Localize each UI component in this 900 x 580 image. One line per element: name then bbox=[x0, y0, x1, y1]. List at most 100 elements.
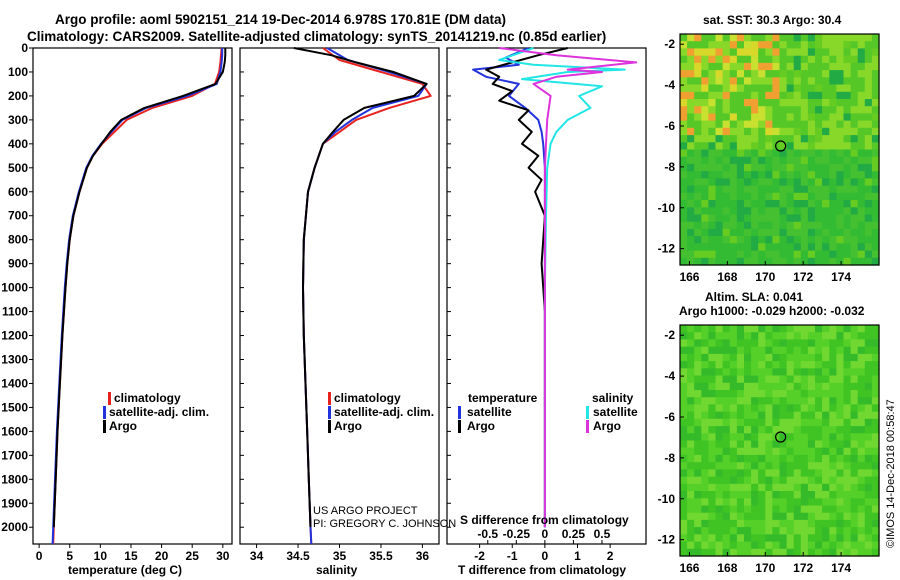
map-cell bbox=[836, 512, 845, 521]
map-cell bbox=[729, 339, 738, 348]
map-cell bbox=[843, 142, 852, 151]
map-cell bbox=[864, 99, 873, 107]
map-cell bbox=[722, 62, 731, 71]
map-cell bbox=[779, 491, 788, 499]
map-cell bbox=[871, 221, 880, 230]
map-cell bbox=[836, 411, 845, 420]
map-cell bbox=[815, 491, 823, 499]
x-tick-label: 25 bbox=[186, 549, 200, 563]
map-cell bbox=[736, 512, 745, 521]
map-cell bbox=[751, 62, 759, 71]
map-cell bbox=[779, 418, 788, 427]
map-cell bbox=[836, 534, 845, 543]
map-cell bbox=[736, 404, 745, 413]
map-cell bbox=[715, 519, 724, 528]
map-cell bbox=[843, 84, 852, 93]
map-cell bbox=[793, 447, 802, 456]
map-cell bbox=[807, 368, 816, 377]
map-cell bbox=[815, 135, 823, 143]
map-cell bbox=[772, 48, 781, 57]
map-cell bbox=[722, 325, 731, 333]
map-cell bbox=[815, 382, 823, 391]
map-cell bbox=[751, 527, 759, 535]
map-cell bbox=[807, 534, 816, 543]
map-cell bbox=[786, 512, 795, 521]
map-cell bbox=[694, 505, 702, 514]
map-cell bbox=[800, 70, 809, 78]
map-cell bbox=[807, 411, 816, 420]
map-cell bbox=[871, 62, 880, 71]
map-cell bbox=[807, 77, 816, 86]
map-cell bbox=[786, 541, 795, 550]
map-cell bbox=[751, 55, 759, 64]
x-tick-label: 1 bbox=[574, 549, 581, 563]
map-cell bbox=[836, 127, 845, 136]
map-cell bbox=[864, 541, 873, 550]
map-cell bbox=[708, 411, 717, 420]
map-cell bbox=[744, 541, 752, 550]
map-cell bbox=[829, 346, 837, 355]
map-cell bbox=[843, 375, 852, 384]
map-cell bbox=[744, 84, 752, 93]
map-cell bbox=[800, 368, 809, 377]
map-cell bbox=[765, 325, 773, 333]
map-cell bbox=[850, 433, 859, 442]
map-cell bbox=[829, 185, 837, 194]
map-cell bbox=[850, 127, 859, 136]
map-cell bbox=[807, 332, 816, 340]
map-cell bbox=[793, 221, 802, 230]
salinity-xlabel: salinity bbox=[316, 563, 358, 577]
map-cell bbox=[871, 527, 880, 535]
map-cell bbox=[857, 512, 866, 521]
map-cell bbox=[694, 192, 702, 201]
map-cell bbox=[786, 454, 795, 463]
map-cell bbox=[758, 440, 766, 449]
map-cell bbox=[744, 221, 752, 230]
map-cell bbox=[850, 332, 859, 340]
map-cell bbox=[744, 236, 752, 244]
map-cell bbox=[815, 142, 823, 151]
map-cell bbox=[793, 106, 802, 114]
map-cell bbox=[701, 185, 709, 194]
map-cell bbox=[772, 127, 781, 136]
map-cell bbox=[864, 55, 873, 64]
map-cell bbox=[694, 55, 702, 64]
map-cell bbox=[815, 163, 823, 172]
map-cell bbox=[708, 200, 717, 208]
map-cell bbox=[800, 250, 809, 259]
map-cell bbox=[722, 454, 731, 463]
x-tick-label: 34 bbox=[250, 549, 264, 563]
map-y-tick-label: -6 bbox=[664, 119, 675, 133]
map-cell bbox=[701, 353, 709, 362]
map-cell bbox=[729, 368, 738, 377]
map-cell bbox=[765, 390, 773, 398]
map-cell bbox=[680, 426, 688, 434]
map-cell bbox=[843, 447, 852, 456]
map-cell bbox=[836, 325, 845, 333]
map-cell bbox=[822, 34, 830, 42]
map-cell bbox=[793, 77, 802, 86]
map-cell bbox=[722, 440, 731, 449]
legend-argo: Argo bbox=[109, 419, 137, 433]
map-cell bbox=[701, 156, 709, 165]
map-cell bbox=[680, 156, 688, 165]
map-cell bbox=[836, 346, 845, 355]
map-cell bbox=[871, 375, 880, 384]
map-cell bbox=[822, 221, 830, 230]
map-cell bbox=[765, 541, 773, 550]
map-cell bbox=[751, 418, 759, 427]
map-cell bbox=[751, 505, 759, 514]
map-cell bbox=[857, 382, 866, 391]
map-cell bbox=[822, 505, 830, 514]
map-cell bbox=[793, 250, 802, 259]
map-cell bbox=[800, 156, 809, 165]
map-cell bbox=[864, 84, 873, 93]
map-cell bbox=[829, 135, 837, 143]
map-cell bbox=[715, 91, 724, 100]
map-cell bbox=[843, 433, 852, 442]
map-cell bbox=[694, 375, 702, 384]
map-cell bbox=[715, 368, 724, 377]
map-cell bbox=[871, 505, 880, 514]
map-cell bbox=[772, 361, 781, 369]
map-cell bbox=[722, 214, 731, 223]
